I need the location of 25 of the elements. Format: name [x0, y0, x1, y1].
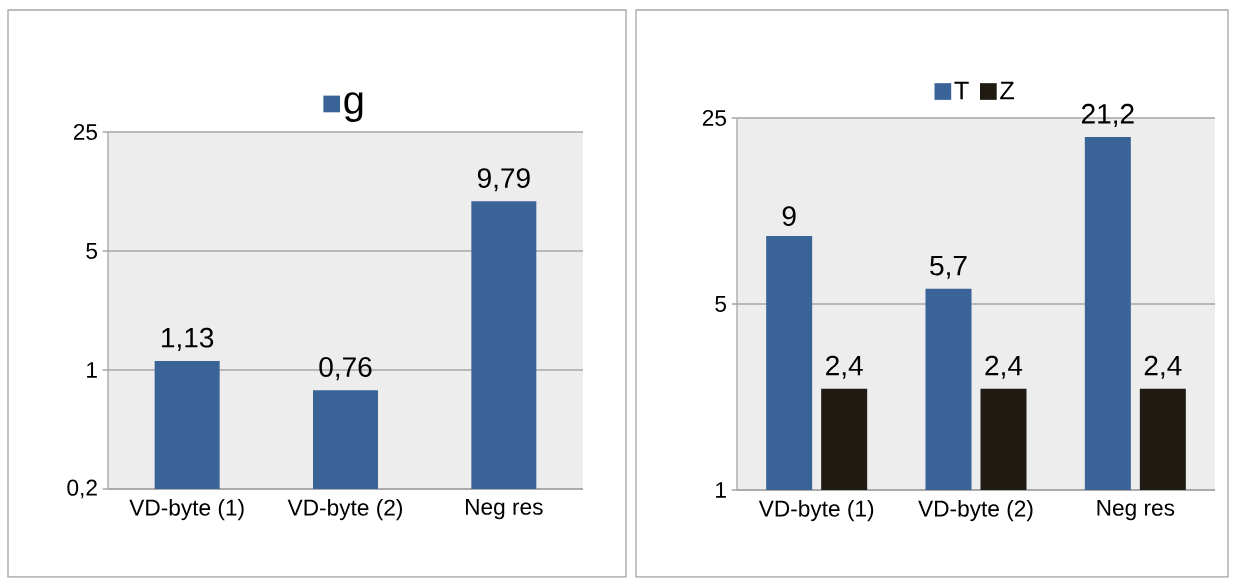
y-tick-label: 1: [87, 362, 97, 378]
y-tick-label: 25: [73, 124, 97, 141]
data-label: 9: [782, 206, 796, 227]
legend-label: g: [344, 92, 363, 123]
data-label: 1,13: [162, 327, 214, 352]
x-tick-label: Neg res: [1097, 500, 1175, 521]
x-tick-label: VD-byte (1): [758, 500, 874, 522]
data-label: 2,4: [985, 355, 1023, 379]
data-label: 9,79: [477, 168, 530, 192]
data-label: 5,7: [930, 256, 967, 279]
x-tick-label: VD-byte (1): [129, 499, 244, 521]
x-tick-label: Neg res: [466, 499, 543, 520]
data-label: 0,76: [319, 357, 372, 381]
data-label: 2,4: [826, 355, 863, 379]
y-tick-label: 5: [86, 243, 97, 260]
y-tick-label: 25: [702, 110, 726, 127]
legend-label: Z: [1000, 81, 1015, 100]
y-tick-label: 1: [716, 482, 726, 498]
data-label: 2,4: [1144, 355, 1182, 379]
x-tick-label: VD-byte (2): [287, 499, 403, 521]
y-tick-label: 0,2: [67, 479, 97, 499]
data-label: 21,2: [1081, 104, 1134, 128]
y-tick-label: 5: [715, 296, 726, 313]
x-tick-label: VD-byte (2): [918, 500, 1033, 522]
legend-label: T: [954, 81, 969, 100]
